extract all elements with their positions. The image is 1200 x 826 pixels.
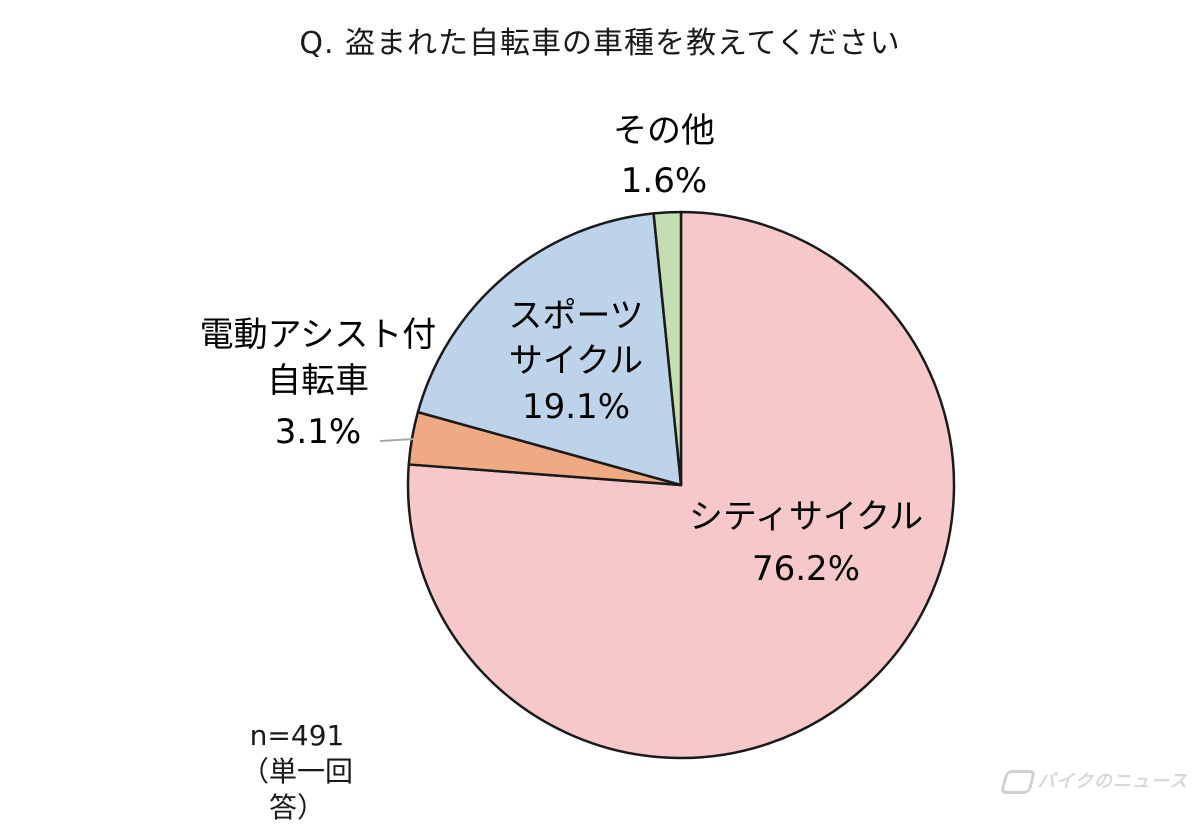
ebike-label-line1: 電動アシスト付 <box>200 315 437 355</box>
city-value-label: 76.2% <box>752 549 860 589</box>
other-value-label: 1.6% <box>621 161 707 201</box>
chart-title: Q. 盗まれた自転車の車種を教えてください <box>299 26 901 61</box>
ebike-value-label: 3.1% <box>275 412 361 452</box>
watermark-icon <box>1000 770 1037 794</box>
sports-label-line1: スポーツ <box>508 296 643 336</box>
sample-size: n=491 <box>249 719 345 752</box>
pie-slice-3 <box>652 210 683 487</box>
watermark-text: バイクのニュース <box>1037 771 1188 792</box>
ebike-label-line2: 自転車 <box>267 361 369 401</box>
sports-value-label: 19.1% <box>522 387 630 427</box>
watermark-logo: バイクのニュース <box>1000 767 1188 794</box>
ebike-leader-line <box>379 438 415 442</box>
sports-label-line2: サイクル <box>509 341 643 381</box>
pie-slice-2 <box>416 212 683 487</box>
sample-note: n=491 （単一回答） <box>222 718 372 826</box>
answer-type: （単一回答） <box>240 755 353 824</box>
pie-chart: その他 1.6% スポーツ サイクル 19.1% 電動アシスト付 自転車 3.1… <box>200 111 956 760</box>
other-label: その他 <box>613 111 715 151</box>
city-label: シティサイクル <box>689 497 923 537</box>
